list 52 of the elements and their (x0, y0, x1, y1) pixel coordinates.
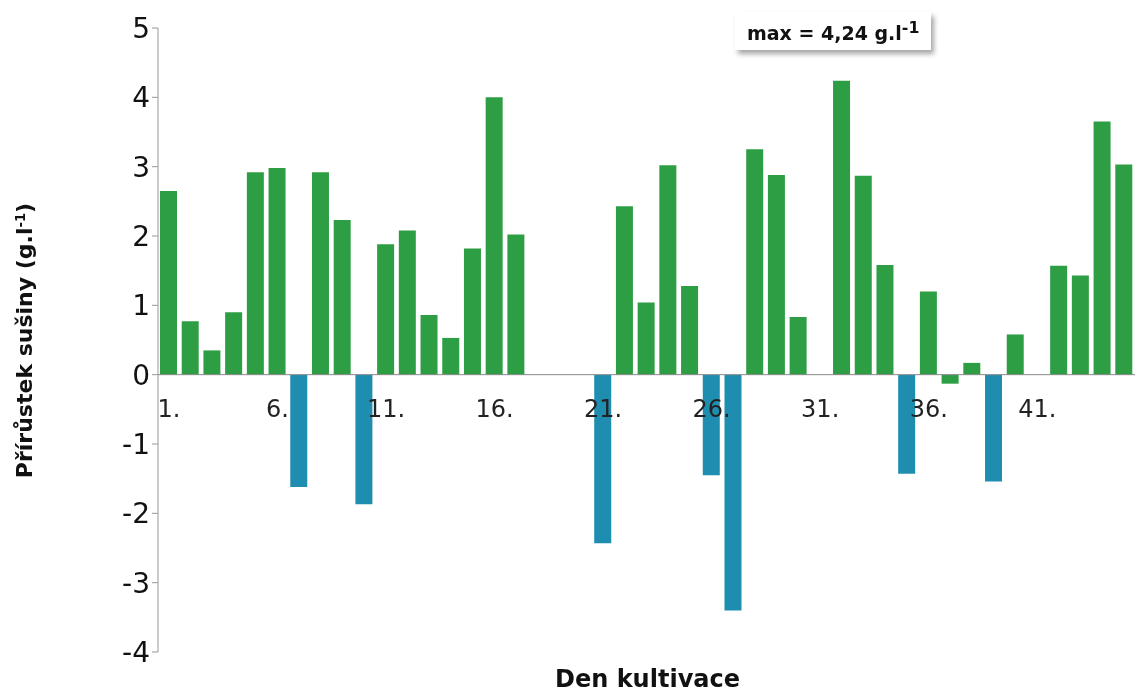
bar (463, 248, 481, 375)
y-tick-label: -2 (122, 497, 150, 531)
x-axis-title: Den kultivace (555, 665, 740, 693)
bar (485, 97, 503, 375)
bar (246, 172, 264, 375)
bar (377, 244, 395, 375)
bar (442, 337, 460, 375)
bar (398, 230, 416, 375)
x-tick-label: 31. (801, 395, 840, 424)
y-tick-label: -3 (122, 566, 150, 600)
bar (833, 80, 851, 375)
annotation: max = 4,24 g.l$^{-1}$ (735, 12, 932, 51)
bar (615, 206, 633, 375)
y-tick-label: 5 (132, 11, 150, 45)
bar (789, 317, 807, 375)
bar (659, 165, 677, 375)
y-tick-label: 0 (132, 358, 150, 392)
y-tick-label: 3 (132, 150, 150, 184)
bar (637, 302, 655, 375)
bar (985, 374, 1003, 482)
bar (681, 285, 699, 375)
x-tick-label: 1. (157, 395, 181, 424)
bar (941, 374, 959, 384)
bar (1115, 164, 1133, 375)
bar (160, 190, 177, 375)
x-tick-label: 16. (475, 395, 514, 424)
bar (1071, 275, 1089, 375)
bar (225, 312, 243, 375)
bar (290, 374, 308, 487)
bar (876, 265, 894, 375)
bar (311, 172, 329, 375)
bar (1050, 265, 1068, 375)
y-tick-label: 1 (132, 289, 150, 323)
bar (333, 220, 351, 375)
bar (1006, 334, 1024, 375)
y-tick-label: -1 (122, 427, 150, 461)
bar (507, 234, 525, 375)
bar (181, 321, 199, 375)
bar (268, 168, 286, 375)
bar (854, 175, 872, 375)
bar (963, 362, 981, 375)
y-tick-label: 2 (132, 219, 150, 253)
bar (203, 350, 221, 375)
bar (1093, 121, 1111, 375)
y-tick-label: 4 (132, 81, 150, 115)
x-tick-label: 6. (265, 395, 289, 424)
bar (919, 291, 937, 375)
x-tick-label: 41. (1018, 395, 1057, 424)
bar (767, 174, 785, 375)
y-tick-label: -4 (122, 635, 150, 669)
bar (746, 149, 764, 375)
bar (420, 315, 438, 375)
